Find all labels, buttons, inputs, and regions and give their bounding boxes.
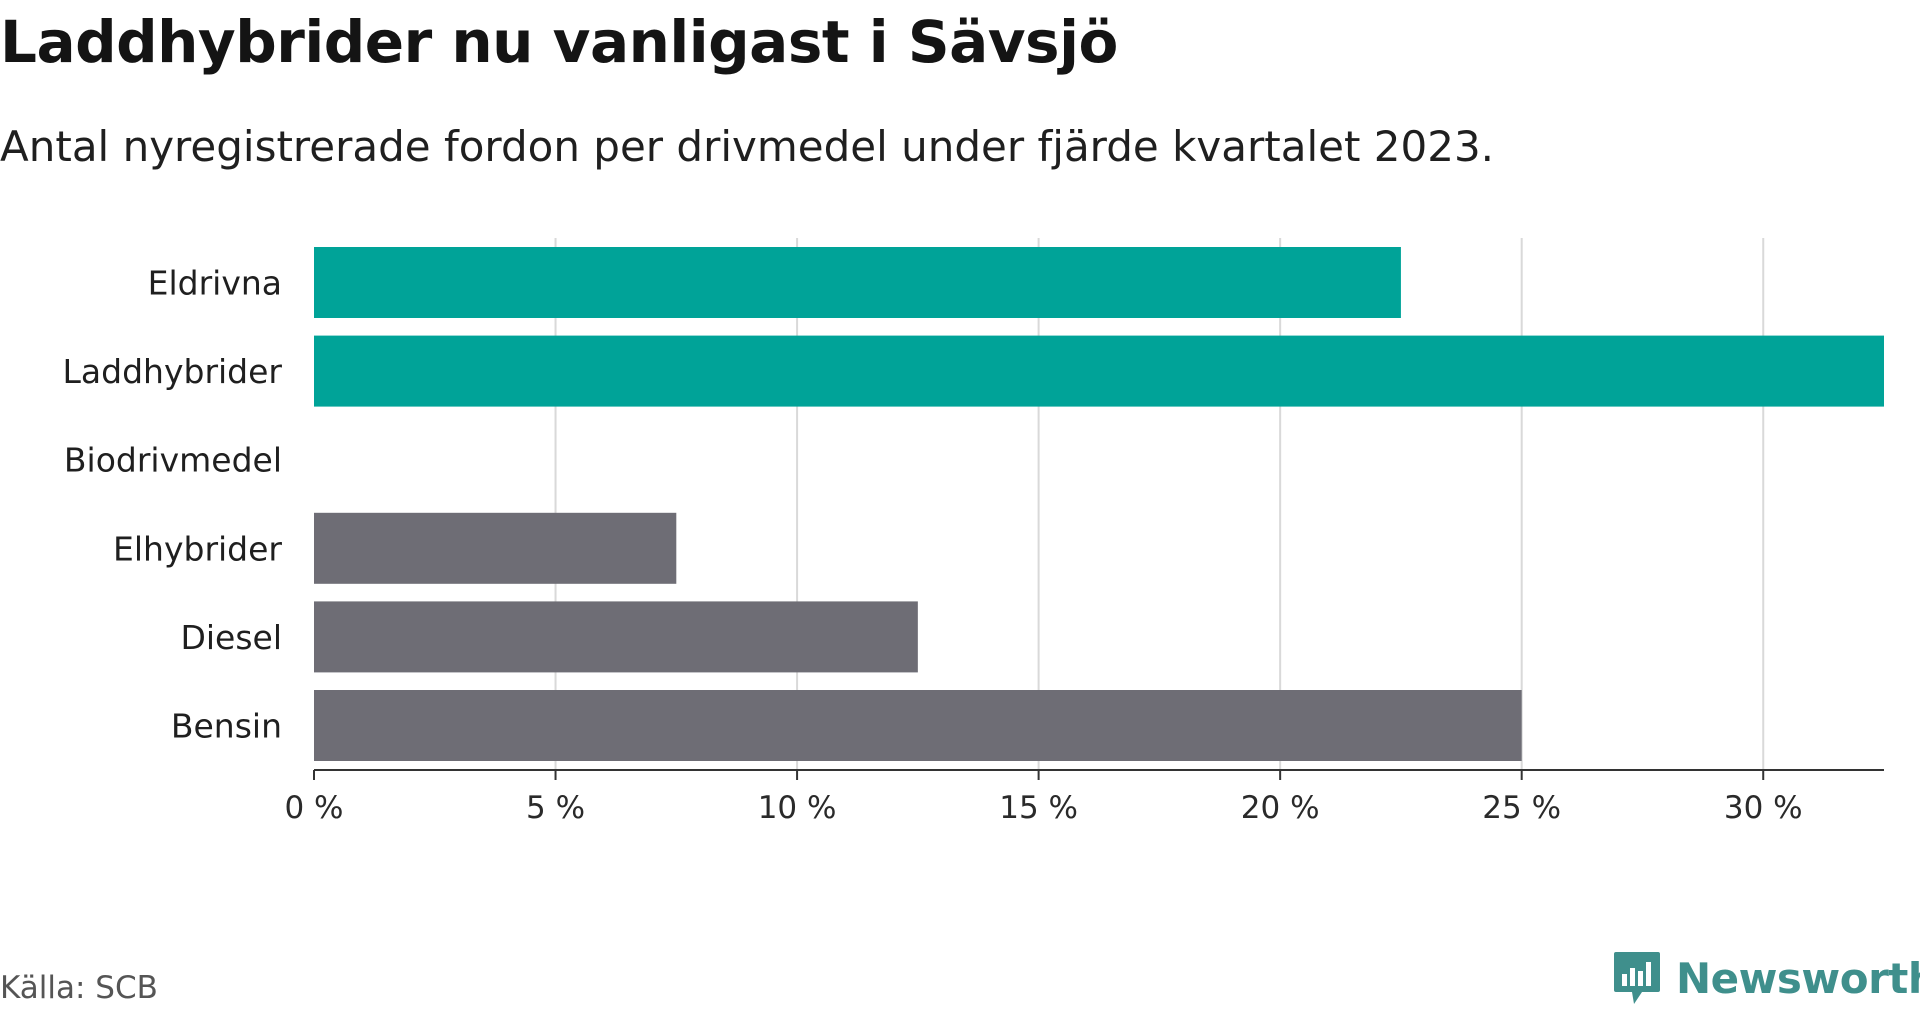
x-tick-label-25: 25 % bbox=[1482, 790, 1561, 826]
x-tick-label-30: 30 % bbox=[1724, 790, 1803, 826]
category-labels: Eldrivna Laddhybrider Biodrivmedel Elhybrid… bbox=[63, 264, 283, 746]
x-tick-label-15: 15 % bbox=[999, 790, 1078, 826]
x-tick-label-10: 10 % bbox=[758, 790, 837, 826]
category-label-biodrivmedel: Biodrivmedel bbox=[64, 441, 282, 480]
brand-name: Newsworthy bbox=[1676, 954, 1920, 1003]
category-label-bensin: Bensin bbox=[171, 707, 282, 746]
x-tick-label-0: 0 % bbox=[284, 790, 343, 826]
category-label-laddhybrider: Laddhybrider bbox=[63, 352, 283, 391]
x-tick-label-5: 5 % bbox=[526, 790, 585, 826]
category-label-elhybrider: Elhybrider bbox=[113, 529, 282, 568]
bar-diesel bbox=[314, 601, 918, 672]
bar-laddhybrider bbox=[314, 336, 1884, 407]
bar-bensin bbox=[314, 690, 1522, 761]
category-label-eldrivna: Eldrivna bbox=[148, 264, 282, 303]
bar-chart: 0 % 5 % 10 % 15 % 20 % 25 % 30 % Eldrivna Laddh… bbox=[0, 0, 1920, 1010]
newsworthy-logo-icon bbox=[1612, 950, 1662, 1006]
source-note: Källa: SCB bbox=[0, 970, 158, 1006]
x-axis: 0 % 5 % 10 % 15 % 20 % 25 % 30 % bbox=[284, 770, 1884, 826]
bars bbox=[314, 247, 1884, 761]
x-tick-label-20: 20 % bbox=[1241, 790, 1320, 826]
category-label-diesel: Diesel bbox=[180, 618, 282, 657]
bar-elhybrider bbox=[314, 513, 676, 584]
brand-logo-group: Newsworthy bbox=[1612, 950, 1920, 1006]
bar-eldrivna bbox=[314, 247, 1401, 318]
